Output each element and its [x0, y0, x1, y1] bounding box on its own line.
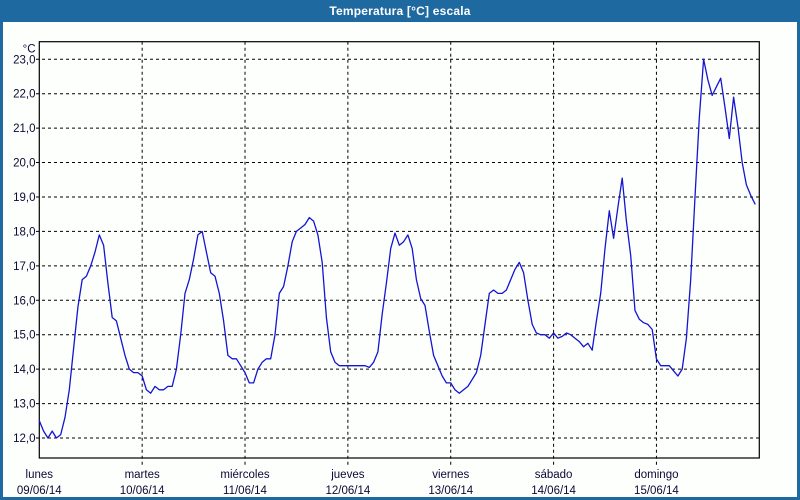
- x-date-label: 12/06/14: [325, 485, 370, 497]
- y-tick-label: 22,0: [13, 89, 35, 101]
- y-tick-label: 20,0: [13, 158, 35, 170]
- x-date-label: 13/06/14: [428, 485, 473, 497]
- y-tick-label: 19,0: [13, 192, 35, 204]
- y-tick-label: 14,0: [13, 364, 35, 376]
- x-day-label: miércoles: [220, 469, 269, 481]
- x-day-label: martes: [125, 469, 160, 481]
- y-tick-label: 15,0: [13, 330, 35, 342]
- x-date-label: 14/06/14: [531, 485, 576, 497]
- window-titlebar: Temperatura [°C] escala: [0, 0, 800, 22]
- y-tick-label: 17,0: [13, 261, 35, 273]
- x-day-label: domingo: [634, 469, 678, 481]
- y-tick-label: 12,0: [13, 433, 35, 445]
- temperature-series-line: [38, 58, 756, 439]
- window-title: Temperatura [°C] escala: [329, 4, 471, 18]
- x-day-label: lunes: [26, 469, 54, 481]
- x-date-label: 11/06/14: [223, 485, 268, 497]
- window-border-left: [0, 22, 3, 500]
- y-tick-label: 13,0: [13, 399, 35, 411]
- window-border-right: [797, 22, 800, 500]
- x-day-label: viernes: [432, 469, 469, 481]
- plot-border: [38, 41, 760, 459]
- y-axis-unit-label: °C: [23, 44, 36, 56]
- x-date-label: 15/06/14: [634, 485, 679, 497]
- y-tick-label: 18,0: [13, 226, 35, 238]
- x-date-label: 09/06/14: [17, 485, 62, 497]
- window-border-bottom: [0, 497, 800, 500]
- y-tick-label: 21,0: [13, 123, 35, 135]
- y-tick-label: 16,0: [13, 295, 35, 307]
- y-tick-label: 23,0: [13, 54, 35, 66]
- x-date-label: 10/06/14: [120, 485, 165, 497]
- x-day-label: jueves: [330, 469, 364, 481]
- x-day-label: sábado: [535, 469, 573, 481]
